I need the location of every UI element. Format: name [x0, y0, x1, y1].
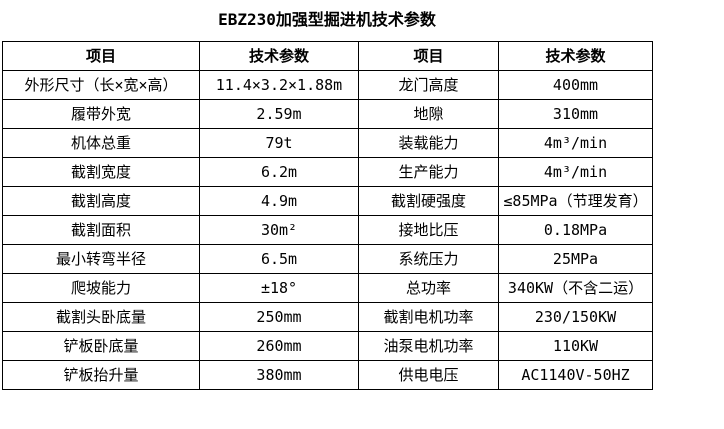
- param-value-cell: 6.2m: [199, 157, 359, 187]
- param-name-cell: 生产能力: [358, 157, 499, 187]
- param-value-cell: 0.18MPa: [498, 215, 653, 245]
- table-header-row: 项目 技术参数 项目 技术参数: [2, 41, 653, 71]
- param-name-cell: 供电电压: [358, 360, 499, 390]
- param-value-cell: AC1140V-50HZ: [498, 360, 653, 390]
- param-name-cell: 截割高度: [2, 186, 200, 216]
- page-title: EBZ230加强型掘进机技术参数: [218, 10, 436, 29]
- param-name-cell: 截割面积: [2, 215, 200, 245]
- param-name-cell: 油泵电机功率: [358, 331, 499, 361]
- param-value-cell: 6.5m: [199, 244, 359, 274]
- param-name-cell: 总功率: [358, 273, 499, 303]
- param-name-cell: 爬坡能力: [2, 273, 200, 303]
- param-value-cell: 260mm: [199, 331, 359, 361]
- param-name-cell: 地隙: [358, 99, 499, 129]
- param-value-cell: 310mm: [498, 99, 653, 129]
- param-value-cell: 25MPa: [498, 244, 653, 274]
- document-page: EBZ230加强型掘进机技术参数 项目 技术参数 项目 技术参数 外形尺寸（长×…: [0, 9, 724, 429]
- param-value-cell: 340KW（不含二运）: [498, 273, 653, 303]
- spec-table: 项目 技术参数 项目 技术参数 外形尺寸（长×宽×高） 11.4×3.2×1.8…: [2, 41, 653, 390]
- param-value-cell: 30m²: [199, 215, 359, 245]
- param-name-cell: 履带外宽: [2, 99, 200, 129]
- param-name-cell: 最小转弯半径: [2, 244, 200, 274]
- param-value-cell: ≤85MPa（节理发育）: [498, 186, 653, 216]
- column-header-value-right: 技术参数: [498, 41, 653, 71]
- param-value-cell: 2.59m: [199, 99, 359, 129]
- column-header-value-left: 技术参数: [199, 41, 359, 71]
- column-header-item-right: 项目: [358, 41, 499, 71]
- table-row: 外形尺寸（长×宽×高） 11.4×3.2×1.88m 龙门高度 400mm: [2, 70, 653, 100]
- table-row: 截割头卧底量 250mm 截割电机功率 230/150KW: [2, 302, 653, 332]
- param-value-cell: 79t: [199, 128, 359, 158]
- param-value-cell: ±18°: [199, 273, 359, 303]
- param-name-cell: 系统压力: [358, 244, 499, 274]
- param-name-cell: 机体总重: [2, 128, 200, 158]
- param-name-cell: 铲板卧底量: [2, 331, 200, 361]
- param-value-cell: 230/150KW: [498, 302, 653, 332]
- param-name-cell: 截割硬强度: [358, 186, 499, 216]
- table-row: 履带外宽 2.59m 地隙 310mm: [2, 99, 653, 129]
- column-header-item-left: 项目: [2, 41, 200, 71]
- table-row: 铲板抬升量 380mm 供电电压 AC1140V-50HZ: [2, 360, 653, 390]
- param-value-cell: 11.4×3.2×1.88m: [199, 70, 359, 100]
- param-name-cell: 截割宽度: [2, 157, 200, 187]
- param-value-cell: 110KW: [498, 331, 653, 361]
- table-row: 截割面积 30m² 接地比压 0.18MPa: [2, 215, 653, 245]
- table-row: 最小转弯半径 6.5m 系统压力 25MPa: [2, 244, 653, 274]
- param-value-cell: 4.9m: [199, 186, 359, 216]
- param-value-cell: 400mm: [498, 70, 653, 100]
- param-name-cell: 外形尺寸（长×宽×高）: [2, 70, 200, 100]
- param-name-cell: 截割头卧底量: [2, 302, 200, 332]
- param-value-cell: 380mm: [199, 360, 359, 390]
- table-row: 截割宽度 6.2m 生产能力 4m³/min: [2, 157, 653, 187]
- param-name-cell: 装载能力: [358, 128, 499, 158]
- param-name-cell: 龙门高度: [358, 70, 499, 100]
- table-row: 爬坡能力 ±18° 总功率 340KW（不含二运）: [2, 273, 653, 303]
- param-name-cell: 铲板抬升量: [2, 360, 200, 390]
- table-row: 截割高度 4.9m 截割硬强度 ≤85MPa（节理发育）: [2, 186, 653, 216]
- param-name-cell: 接地比压: [358, 215, 499, 245]
- param-value-cell: 4m³/min: [498, 128, 653, 158]
- table-row: 铲板卧底量 260mm 油泵电机功率 110KW: [2, 331, 653, 361]
- param-name-cell: 截割电机功率: [358, 302, 499, 332]
- param-value-cell: 4m³/min: [498, 157, 653, 187]
- param-value-cell: 250mm: [199, 302, 359, 332]
- table-row: 机体总重 79t 装载能力 4m³/min: [2, 128, 653, 158]
